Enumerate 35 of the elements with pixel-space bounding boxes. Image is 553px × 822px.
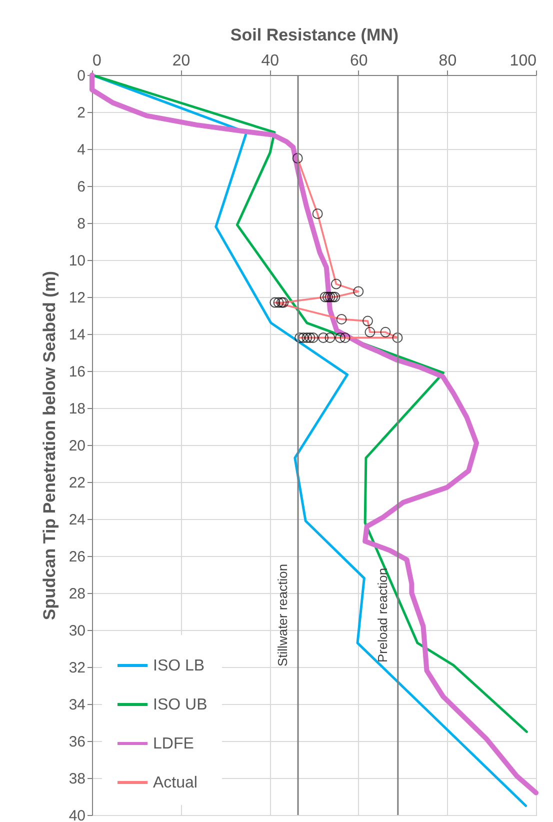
y-axis-title: Spudcan Tip Penetration below Seabed (m) [40, 270, 59, 620]
y-tick-label: 2 [77, 104, 86, 122]
legend-label: ISO LB [153, 658, 205, 674]
y-tick-label: 4 [77, 142, 86, 158]
y-tick-label: 10 [68, 252, 86, 270]
y-tick-label: 22 [68, 474, 86, 492]
y-tick-label: 32 [68, 660, 86, 676]
x-axis-title: Soil Resistance (MN) [230, 26, 399, 44]
x-tick-label: 20 [172, 52, 190, 70]
y-tick-label: 26 [68, 548, 86, 566]
y-tick-label: 38 [68, 770, 86, 788]
x-tick-label: 0 [92, 52, 102, 70]
y-tick-label: 30 [68, 622, 86, 640]
y-tick-label: 12 [68, 290, 86, 306]
ref-line-label: Preload reaction [374, 568, 390, 663]
y-tick-label: 24 [68, 512, 86, 528]
x-tick-label: 40 [261, 52, 280, 70]
y-tick-label: 40 [68, 808, 86, 822]
x-tick-label: 80 [438, 52, 457, 70]
y-tick-label: 0 [77, 68, 86, 84]
legend-label: ISO UB [153, 696, 208, 714]
y-tick-label: 18 [68, 400, 86, 418]
y-tick-label: 28 [68, 586, 86, 602]
legend-label: LDFE [153, 736, 194, 752]
ref-line-label: Stillwater reaction [275, 564, 290, 667]
y-tick-label: 36 [68, 734, 86, 750]
y-tick-label: 34 [68, 696, 86, 714]
legend-label: Actual [153, 774, 198, 792]
x-tick-label: 60 [350, 52, 368, 70]
y-tick-label: 14 [68, 326, 86, 344]
y-tick-label: 8 [77, 216, 86, 232]
x-tick-label: 100 [510, 52, 537, 70]
y-tick-label: 20 [68, 438, 86, 454]
y-tick-label: 6 [77, 178, 86, 196]
y-tick-label: 16 [68, 364, 86, 380]
